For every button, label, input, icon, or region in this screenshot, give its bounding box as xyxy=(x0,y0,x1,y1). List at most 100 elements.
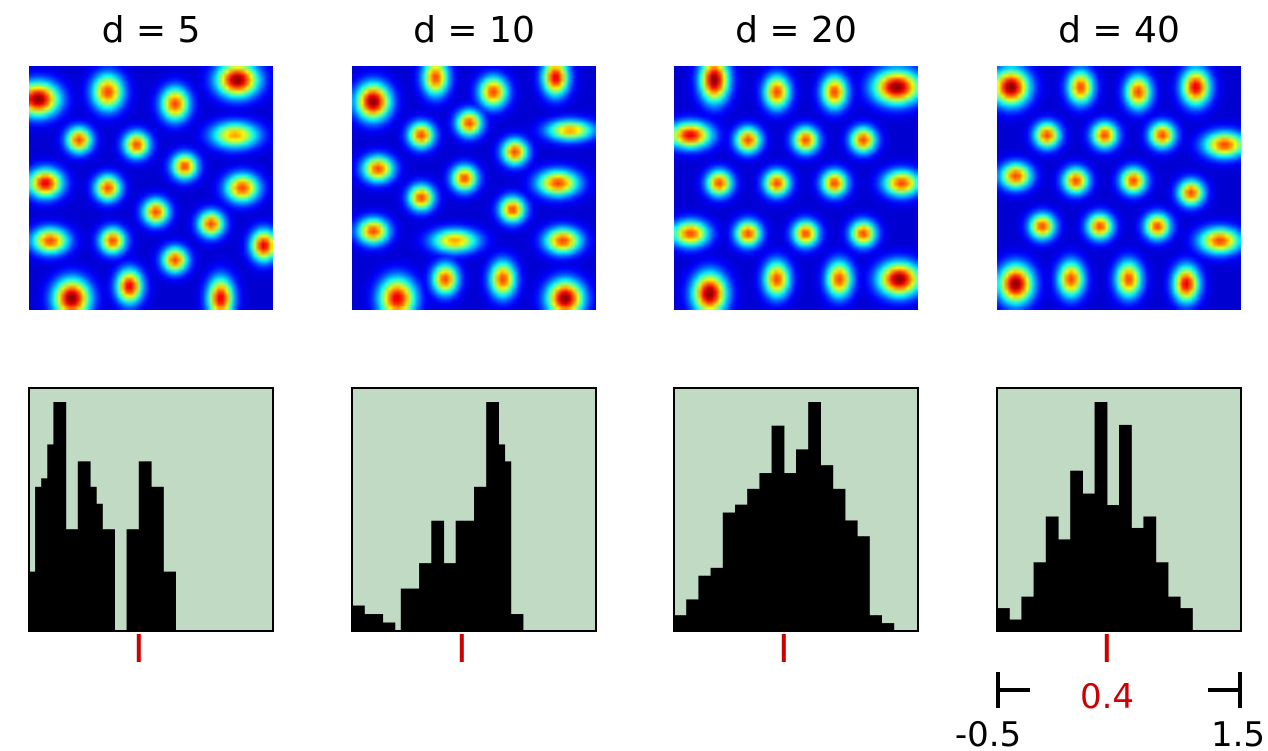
histogram-bar xyxy=(29,571,36,631)
histogram-bar xyxy=(1033,562,1041,631)
histogram-bar xyxy=(163,571,170,631)
panel-grid: d = 5 d = 10 d = 20 d = 40 xyxy=(28,10,1242,662)
histogram-bar xyxy=(704,575,712,631)
histogram-bar xyxy=(1070,470,1077,631)
panel-1: d = 5 xyxy=(28,10,274,662)
histogram-bar xyxy=(796,449,803,631)
panel-4: d = 40 xyxy=(996,10,1242,662)
histogram-bar xyxy=(352,605,359,631)
histogram-bar xyxy=(486,402,493,631)
histogram-bar xyxy=(77,461,85,631)
histogram-bar xyxy=(814,402,821,631)
histogram-bars xyxy=(674,402,895,631)
histogram-bar xyxy=(698,575,706,631)
histogram-bar xyxy=(83,461,91,631)
histogram-bar xyxy=(1045,516,1053,631)
histogram-bar xyxy=(1082,493,1090,631)
histogram-bar xyxy=(722,512,730,631)
scale-max-label: 1.5 xyxy=(1211,715,1265,751)
histogram-bar xyxy=(747,488,754,631)
histogram-bar xyxy=(126,529,134,631)
histogram-bars xyxy=(352,402,524,631)
scale-axis: -0.5 1.5 0.4 xyxy=(955,672,1265,751)
histogram-bar xyxy=(1167,596,1175,631)
histogram-bar xyxy=(65,529,73,631)
firing-rate-map xyxy=(674,66,918,310)
histogram-bar xyxy=(1131,527,1138,631)
histogram-bar xyxy=(802,449,809,631)
panel-title: d = 10 xyxy=(413,10,535,51)
scale-marker-label: 0.4 xyxy=(1080,677,1134,717)
histogram-bar xyxy=(1076,470,1083,631)
histogram-bar xyxy=(820,465,828,631)
histogram-bar xyxy=(789,473,797,631)
histogram-bar xyxy=(413,588,420,631)
histogram-bar xyxy=(1051,516,1059,631)
histogram-bar xyxy=(1180,608,1187,631)
histogram-bar xyxy=(90,486,97,631)
histogram-bar xyxy=(826,465,834,631)
histogram-bar xyxy=(832,488,840,631)
histogram-bar xyxy=(1161,562,1169,631)
histogram-bars xyxy=(29,402,176,631)
histogram-bar xyxy=(759,473,767,631)
histogram-bar xyxy=(716,567,724,631)
panel-title: d = 5 xyxy=(102,10,201,51)
histogram-bar xyxy=(388,622,396,631)
histogram-bar xyxy=(680,615,687,631)
histogram-bar xyxy=(41,478,48,631)
histogram-bar xyxy=(869,615,876,631)
histogram-bar xyxy=(710,567,718,631)
histogram-bar xyxy=(741,504,748,631)
histogram-bar xyxy=(887,623,895,631)
histogram-bar xyxy=(169,571,176,631)
histogram-bar xyxy=(1009,619,1016,631)
histogram-bar xyxy=(492,402,499,631)
histogram-bar xyxy=(1021,596,1029,631)
histogram-bar xyxy=(863,536,870,631)
histogram-bar xyxy=(108,529,115,631)
histogram-bar xyxy=(53,402,61,631)
histogram-bar xyxy=(437,520,445,631)
firing-rate-map xyxy=(997,66,1241,310)
panel-title: d = 20 xyxy=(735,10,857,51)
histogram-bar xyxy=(1112,505,1120,631)
histogram-bar xyxy=(461,520,469,631)
histogram-bar xyxy=(1137,527,1144,631)
histogram-bar xyxy=(783,473,791,631)
histogram-bar xyxy=(844,520,852,631)
histogram-bar xyxy=(1173,596,1181,631)
panel-3: d = 20 xyxy=(673,10,919,662)
histogram-bar xyxy=(467,520,475,631)
histogram-bar xyxy=(455,520,463,631)
histogram-bar xyxy=(474,486,481,631)
histogram-bar xyxy=(59,402,67,631)
histogram-bar xyxy=(406,588,414,631)
histogram-bar xyxy=(771,425,779,631)
histogram-bar xyxy=(510,614,518,631)
histogram-bar xyxy=(838,488,846,631)
firing-rate-map xyxy=(29,66,273,310)
histogram-bar xyxy=(47,444,54,631)
histogram-bar xyxy=(376,614,384,631)
histogram-bar xyxy=(1149,516,1157,631)
histogram-bar xyxy=(516,614,524,631)
histogram-bar xyxy=(692,599,699,631)
histogram-bar xyxy=(1119,424,1126,631)
histogram-bar xyxy=(1015,619,1022,631)
histogram-bar xyxy=(71,529,79,631)
histogram-bar xyxy=(504,461,512,631)
scale-min-label: -0.5 xyxy=(955,715,1021,751)
histogram-bar xyxy=(431,520,438,631)
histogram-bar xyxy=(1094,402,1102,631)
histogram-bar xyxy=(777,425,785,631)
panel-title: d = 40 xyxy=(1058,10,1180,51)
histogram-bar xyxy=(1064,539,1071,631)
histogram-bars xyxy=(997,402,1193,631)
histogram-bar xyxy=(35,486,42,631)
histogram-bar xyxy=(370,614,377,631)
histogram-bar xyxy=(144,461,152,631)
histogram-bar xyxy=(1039,562,1047,631)
histogram-bar xyxy=(498,444,506,631)
